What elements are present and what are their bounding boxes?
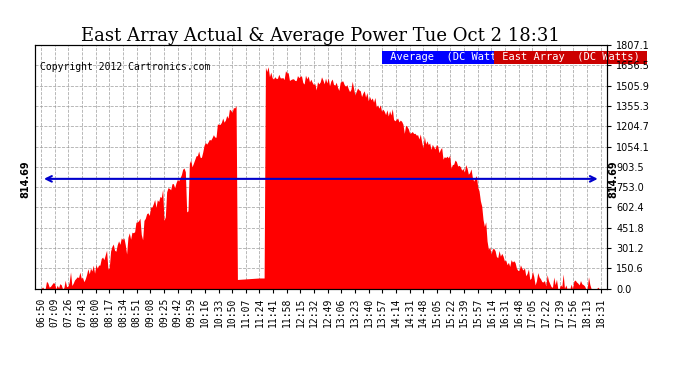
Text: East Array  (DC Watts): East Array (DC Watts) [495,53,646,62]
Title: East Array Actual & Average Power Tue Oct 2 18:31: East Array Actual & Average Power Tue Oc… [81,27,560,45]
Text: Copyright 2012 Cartronics.com: Copyright 2012 Cartronics.com [40,62,210,72]
Text: 814.69: 814.69 [609,160,618,198]
Text: Average  (DC Watts): Average (DC Watts) [384,53,515,62]
Text: 814.69: 814.69 [21,160,30,198]
